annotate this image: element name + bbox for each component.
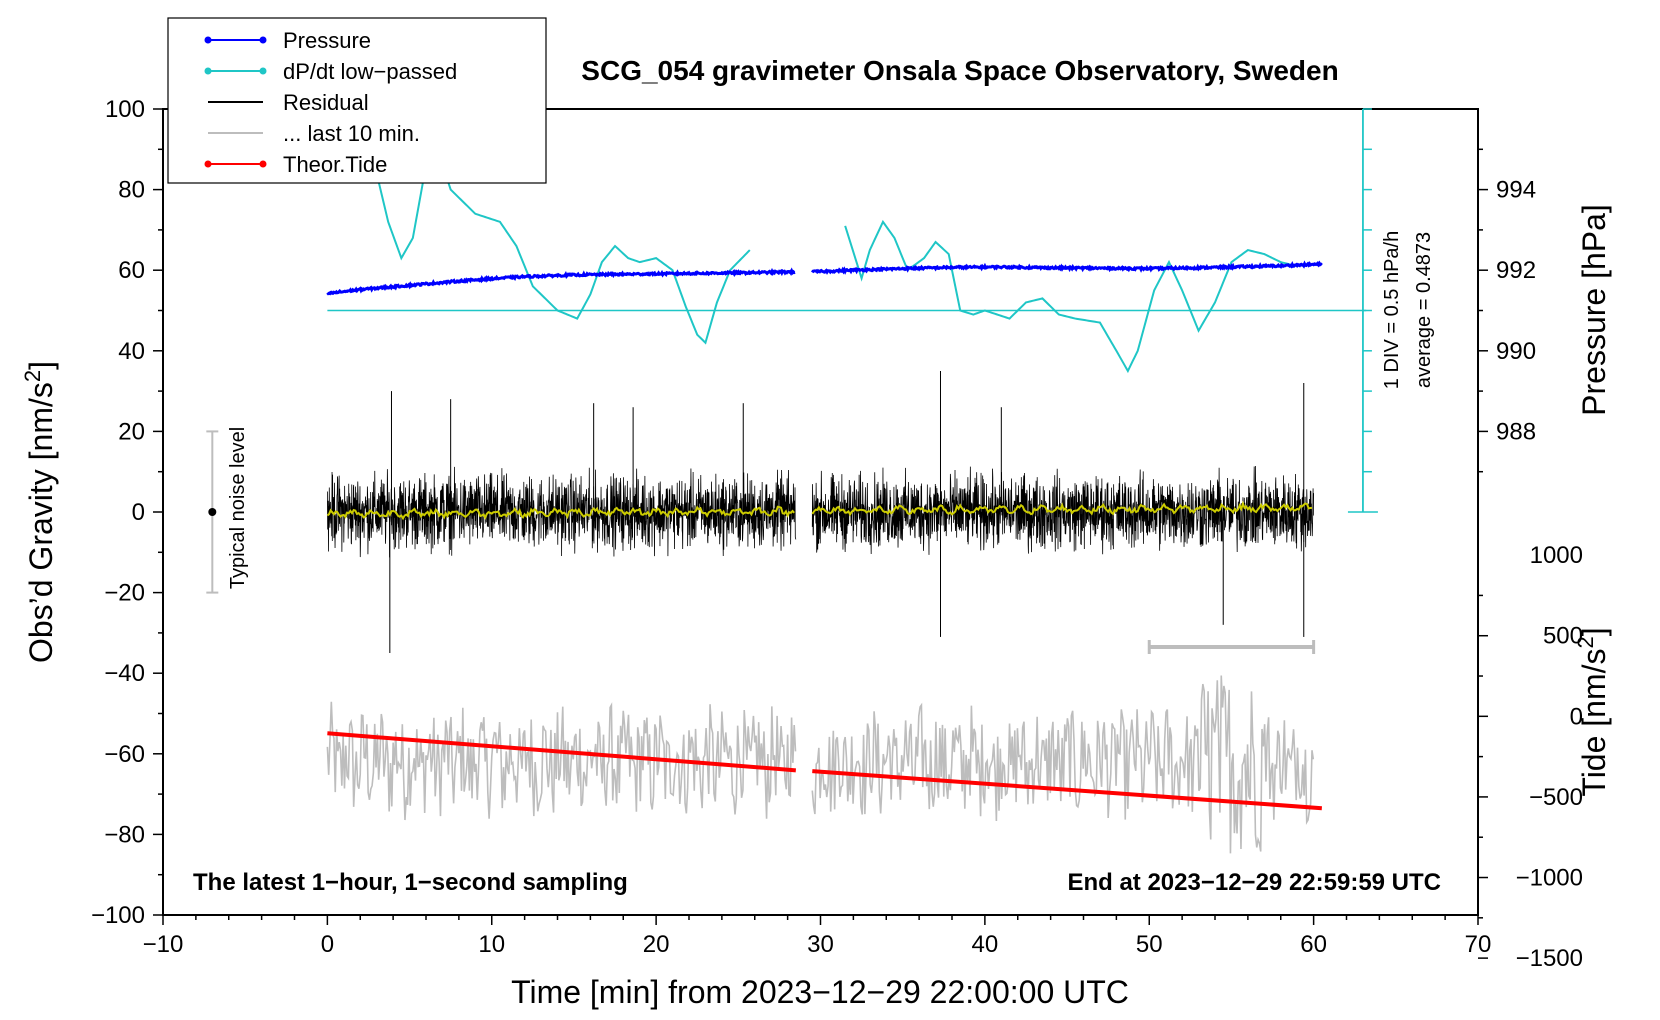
pressure-tick-label: 992 <box>1496 257 1536 284</box>
x-tick-label: 10 <box>478 931 505 958</box>
x-tick-label: 40 <box>972 931 999 958</box>
y-tick-label: 60 <box>118 257 145 284</box>
y-tick-label: −60 <box>104 741 145 768</box>
x-tick-label: 0 <box>321 931 334 958</box>
series-residual-segment-0 <box>326 466 797 558</box>
x-axis-title: Time [min] from 2023−12−29 22:00:00 UTC <box>511 974 1129 1010</box>
y-tick-label: 80 <box>118 177 145 204</box>
series-layer <box>326 147 1367 854</box>
tide-tick-label: 1000 <box>1530 542 1583 569</box>
chart-title: SCG_054 gravimeter Onsala Space Observat… <box>581 55 1338 86</box>
y-axis-tide-title: Tide [nm/s2] <box>1573 627 1612 796</box>
y-tick-label: −80 <box>104 821 145 848</box>
series-pressure-segment-1 <box>811 260 1323 275</box>
y-tick-label: 100 <box>105 96 145 123</box>
y-axis-tide: 1000 500 0 −500 −1000 −1500 <box>1478 542 1583 972</box>
legend-marker-start-4 <box>204 160 212 168</box>
annotation-div: 1 DIV = 0.5 hPa/h <box>1381 231 1403 389</box>
x-tick-label: −10 <box>143 931 184 958</box>
y-axis-left-title: Obs’d Gravity [nm/s2] <box>20 361 59 663</box>
y-axis-left-title-sup: 2 <box>20 370 45 382</box>
series-dpdt-segment-1 <box>844 219 1298 374</box>
legend-box <box>167 17 547 184</box>
y-tick-label: 20 <box>118 418 145 445</box>
x-tick-label: 20 <box>643 931 670 958</box>
pressure-tick-label: 988 <box>1496 418 1536 445</box>
legend-label: Residual <box>283 90 369 115</box>
tide-tick-label: −500 <box>1529 784 1583 811</box>
y-axis-left-title-text: Obs’d Gravity [nm/s <box>23 382 59 663</box>
series-last10-segment-0 <box>326 701 797 821</box>
noise-bar-dot <box>208 508 217 516</box>
y-tick-label: −40 <box>104 660 145 687</box>
series-tide-segment-0 <box>327 731 797 773</box>
y-axis-left: 100 80 60 40 20 0 −20 −40 −60 −80 −100 <box>91 96 163 929</box>
y-axis-tide-title-close: ] <box>1576 627 1612 636</box>
legend-label: Pressure <box>283 28 371 53</box>
annotation-average: average = 0.4873 <box>1413 232 1435 388</box>
dpdt-scale-bar <box>1347 108 1378 513</box>
series-smoothed-segment-1 <box>811 500 1313 517</box>
y-tick-label: −20 <box>104 580 145 607</box>
tide-tick-label: −1000 <box>1516 865 1583 892</box>
pressure-tick-label: 994 <box>1496 177 1536 204</box>
series-last10-segment-1 <box>811 675 1315 854</box>
noise-level-bar <box>206 430 219 594</box>
x-tick-label: 70 <box>1465 931 1492 958</box>
x-tick-label: 30 <box>807 931 834 958</box>
tide-tick-label: 500 <box>1543 623 1583 650</box>
legend-marker-start-1 <box>204 67 212 75</box>
y-tick-label: 40 <box>118 338 145 365</box>
series-tide-segment-1 <box>812 769 1322 811</box>
series-smoothed-segment-0 <box>326 505 795 521</box>
annotation-sampling: The latest 1−hour, 1−second sampling <box>193 869 628 896</box>
legend-marker-end-1 <box>259 67 267 75</box>
tide-tick-label: 0 <box>1570 703 1583 730</box>
y-axis-pressure-title: Pressure [hPa] <box>1576 204 1612 416</box>
y-axis-pressure: 994 992 990 988 <box>1478 148 1536 473</box>
series-residual-segment-1 <box>811 465 1315 555</box>
legend-label: dP/dt low−passed <box>283 59 457 84</box>
y-axis-tide-title-sup: 2 <box>1573 636 1598 648</box>
legend-marker-end-0 <box>259 36 267 44</box>
legend-marker-end-4 <box>259 160 267 168</box>
legend-marker-start-0 <box>204 36 212 44</box>
pressure-tick-label: 990 <box>1496 338 1536 365</box>
last-10-min-bar <box>1147 640 1316 655</box>
legend-label: Theor.Tide <box>283 152 387 177</box>
y-tick-label: −100 <box>91 902 145 929</box>
y-tick-label: 0 <box>132 499 145 526</box>
x-tick-label: 60 <box>1300 931 1327 958</box>
annotation-end-time: End at 2023−12−29 22:59:59 UTC <box>1067 869 1441 896</box>
x-axis: −10 0 10 20 30 40 50 60 70 <box>143 915 1492 958</box>
legend: Pressure dP/dt low−passed Residual ... last… <box>167 17 547 184</box>
tide-tick-label: −1500 <box>1516 945 1583 972</box>
series-pressure-segment-0 <box>326 267 796 296</box>
y-axis-left-title-close: ] <box>23 361 59 370</box>
y-axis-tide-title-text: Tide [nm/s <box>1576 648 1612 796</box>
x-tick-label: 50 <box>1136 931 1163 958</box>
annotation-noise-level: Typical noise level <box>227 427 249 589</box>
legend-label: ... last 10 min. <box>283 121 420 146</box>
